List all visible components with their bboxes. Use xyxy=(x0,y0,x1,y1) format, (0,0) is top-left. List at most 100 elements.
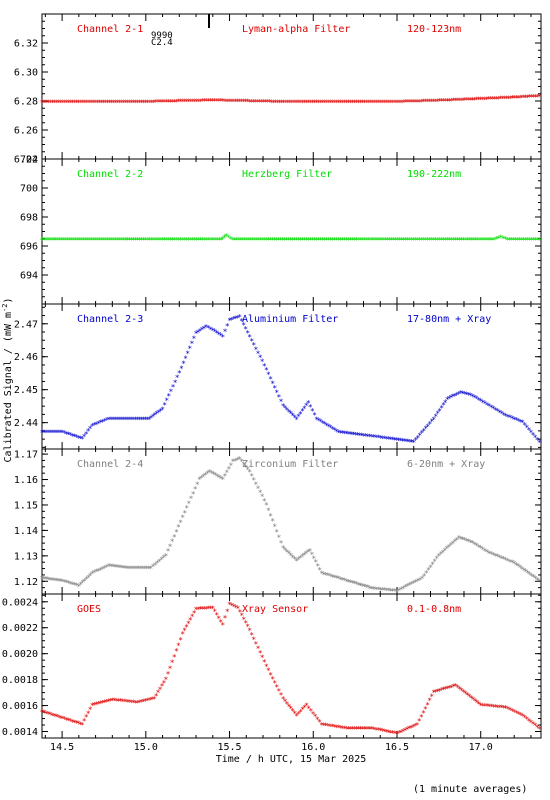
data-point: * xyxy=(158,236,163,245)
data-point: * xyxy=(74,433,79,442)
data-point: * xyxy=(429,418,434,427)
data-point: * xyxy=(304,402,309,411)
data-point: * xyxy=(497,408,502,417)
data-point: * xyxy=(384,435,389,444)
data-point: * xyxy=(143,415,148,424)
data-point: * xyxy=(498,233,503,242)
data-point: * xyxy=(60,577,65,586)
data-point: * xyxy=(205,469,210,478)
data-point: * xyxy=(145,98,150,107)
data-point: * xyxy=(451,236,456,245)
data-point: * xyxy=(197,476,202,485)
data-point: * xyxy=(202,236,207,245)
event-annotation: 9990 xyxy=(151,31,173,41)
data-point: * xyxy=(352,580,357,589)
data-point: * xyxy=(360,98,365,107)
data-point: * xyxy=(350,579,355,588)
data-point: * xyxy=(495,553,500,562)
data-point: * xyxy=(503,412,508,421)
data-point: * xyxy=(490,95,495,104)
y-tick-label: 1.13 xyxy=(14,551,38,562)
data-point: * xyxy=(277,533,282,542)
channel-label: Channel 2-3 xyxy=(77,314,143,325)
band-label: 0.1-0.8nm xyxy=(407,604,461,615)
data-point: * xyxy=(266,370,271,379)
data-point: * xyxy=(64,716,69,725)
data-point: * xyxy=(195,480,200,489)
data-point: * xyxy=(212,328,217,337)
data-point: * xyxy=(194,97,199,106)
data-point: * xyxy=(101,236,106,245)
data-point: * xyxy=(486,236,491,245)
data-point: * xyxy=(506,413,511,422)
data-point: * xyxy=(330,573,335,582)
y-tick-label: 1.15 xyxy=(14,500,38,511)
data-point: * xyxy=(489,703,494,712)
data-point: * xyxy=(306,399,311,408)
data-point: * xyxy=(166,547,171,556)
data-point: * xyxy=(502,95,507,104)
data-point: * xyxy=(203,471,208,480)
data-point: * xyxy=(127,236,132,245)
data-point: * xyxy=(129,415,134,424)
y-tick-label: 6.28 xyxy=(14,97,38,108)
data-point: * xyxy=(103,236,108,245)
data-point: * xyxy=(366,725,371,734)
data-point: * xyxy=(344,98,349,107)
data-point: * xyxy=(423,705,428,714)
data-point: * xyxy=(300,706,305,715)
data-point: * xyxy=(83,98,88,107)
data-point: * xyxy=(66,716,71,725)
data-point: * xyxy=(352,725,357,734)
data-point: * xyxy=(88,571,93,580)
data-point: * xyxy=(146,565,151,574)
data-point: * xyxy=(100,565,105,574)
data-point: * xyxy=(493,406,498,415)
data-point: * xyxy=(247,98,252,107)
data-point: * xyxy=(154,236,159,245)
data-point: * xyxy=(336,236,341,245)
data-point: * xyxy=(240,236,245,245)
data-point: * xyxy=(288,236,293,245)
data-point: * xyxy=(109,236,114,245)
y-tick-label: 1.17 xyxy=(14,450,38,461)
data-point: * xyxy=(302,704,307,713)
filter-label: Herzberg Filter xyxy=(242,169,332,180)
data-point: * xyxy=(507,236,512,245)
data-point: * xyxy=(441,236,446,245)
data-point: * xyxy=(447,395,452,404)
data-point: * xyxy=(399,585,404,594)
data-point: * xyxy=(519,236,524,245)
data-point: * xyxy=(50,711,55,720)
data-point: * xyxy=(58,714,63,723)
data-point: * xyxy=(300,236,305,245)
data-point: * xyxy=(123,98,128,107)
data-point: * xyxy=(313,558,318,567)
data-point: * xyxy=(391,98,396,107)
data-point: * xyxy=(258,354,263,363)
data-point: * xyxy=(86,709,91,718)
data-point: * xyxy=(178,98,183,107)
data-point: * xyxy=(306,98,311,107)
data-point: * xyxy=(199,474,204,483)
data-point: * xyxy=(254,236,259,245)
data-point: * xyxy=(376,726,381,735)
data-point: * xyxy=(62,715,67,724)
data-point: * xyxy=(529,572,534,581)
data-point: * xyxy=(441,686,446,695)
data-point: * xyxy=(117,563,122,572)
data-point: * xyxy=(527,236,532,245)
data-point: * xyxy=(85,98,90,107)
data-point: * xyxy=(355,431,360,440)
data-point: * xyxy=(449,97,454,106)
data-point: * xyxy=(70,718,75,727)
data-point: * xyxy=(511,236,516,245)
data-point: * xyxy=(336,724,341,733)
data-point: * xyxy=(292,555,297,564)
data-point: * xyxy=(405,726,410,735)
data-point: * xyxy=(435,687,440,696)
data-point: * xyxy=(518,418,523,427)
panel-frame xyxy=(41,13,542,160)
data-point: * xyxy=(125,698,130,707)
data-point: * xyxy=(229,316,234,325)
